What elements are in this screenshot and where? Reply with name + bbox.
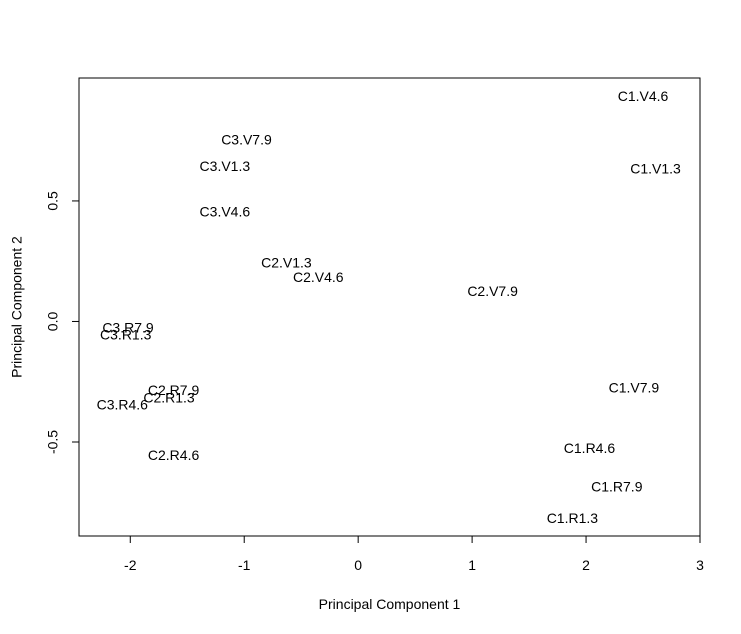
point-label: C2.V1.3 bbox=[261, 254, 312, 270]
point-label: C3.V4.6 bbox=[200, 204, 251, 220]
x-axis-title: Principal Component 1 bbox=[319, 596, 461, 612]
y-axis-title: Principal Component 2 bbox=[9, 236, 25, 378]
point-label: C2.V4.6 bbox=[293, 269, 344, 285]
point-labels: C1.V4.6 C1.V1.3 C3.V7.9 C3.V1.3 C3.V4.6 C2.V1… bbox=[97, 88, 681, 526]
point-label: C3.V1.3 bbox=[200, 158, 251, 174]
point-label: C1.V7.9 bbox=[609, 380, 660, 396]
x-tick-label: -1 bbox=[238, 557, 251, 573]
x-tick-label: 0 bbox=[354, 557, 362, 573]
x-tick-label: 1 bbox=[468, 557, 476, 573]
point-label: C2.V7.9 bbox=[467, 283, 518, 299]
x-tick-label: 2 bbox=[582, 557, 590, 573]
x-axis: -2 -1 0 1 2 3 bbox=[124, 535, 704, 573]
x-tick-label: 3 bbox=[696, 557, 704, 573]
y-axis: -0.5 0.0 0.5 bbox=[45, 191, 80, 454]
point-label: C1.R1.3 bbox=[547, 510, 599, 526]
plot-frame bbox=[78, 77, 701, 537]
point-label: C1.R7.9 bbox=[591, 478, 643, 494]
y-tick-label: -0.5 bbox=[45, 430, 61, 454]
point-label: C1.V4.6 bbox=[618, 88, 669, 104]
y-tick-label: 0.0 bbox=[45, 312, 61, 332]
point-label: C3.R4.6 bbox=[97, 397, 149, 413]
point-label: C2.R1.3 bbox=[143, 389, 195, 405]
point-label: C1.V1.3 bbox=[630, 160, 681, 176]
point-label: C3.R7.9 bbox=[102, 319, 154, 335]
point-label: C3.V7.9 bbox=[221, 131, 272, 147]
y-tick-label: 0.5 bbox=[45, 191, 61, 211]
point-label: C1.R4.6 bbox=[564, 440, 616, 456]
x-tick-label: -2 bbox=[124, 557, 137, 573]
point-label: C3.R1.3 bbox=[100, 327, 152, 343]
point-label: C2.R7.9 bbox=[148, 382, 200, 398]
point-label: C2.R4.6 bbox=[148, 447, 200, 463]
